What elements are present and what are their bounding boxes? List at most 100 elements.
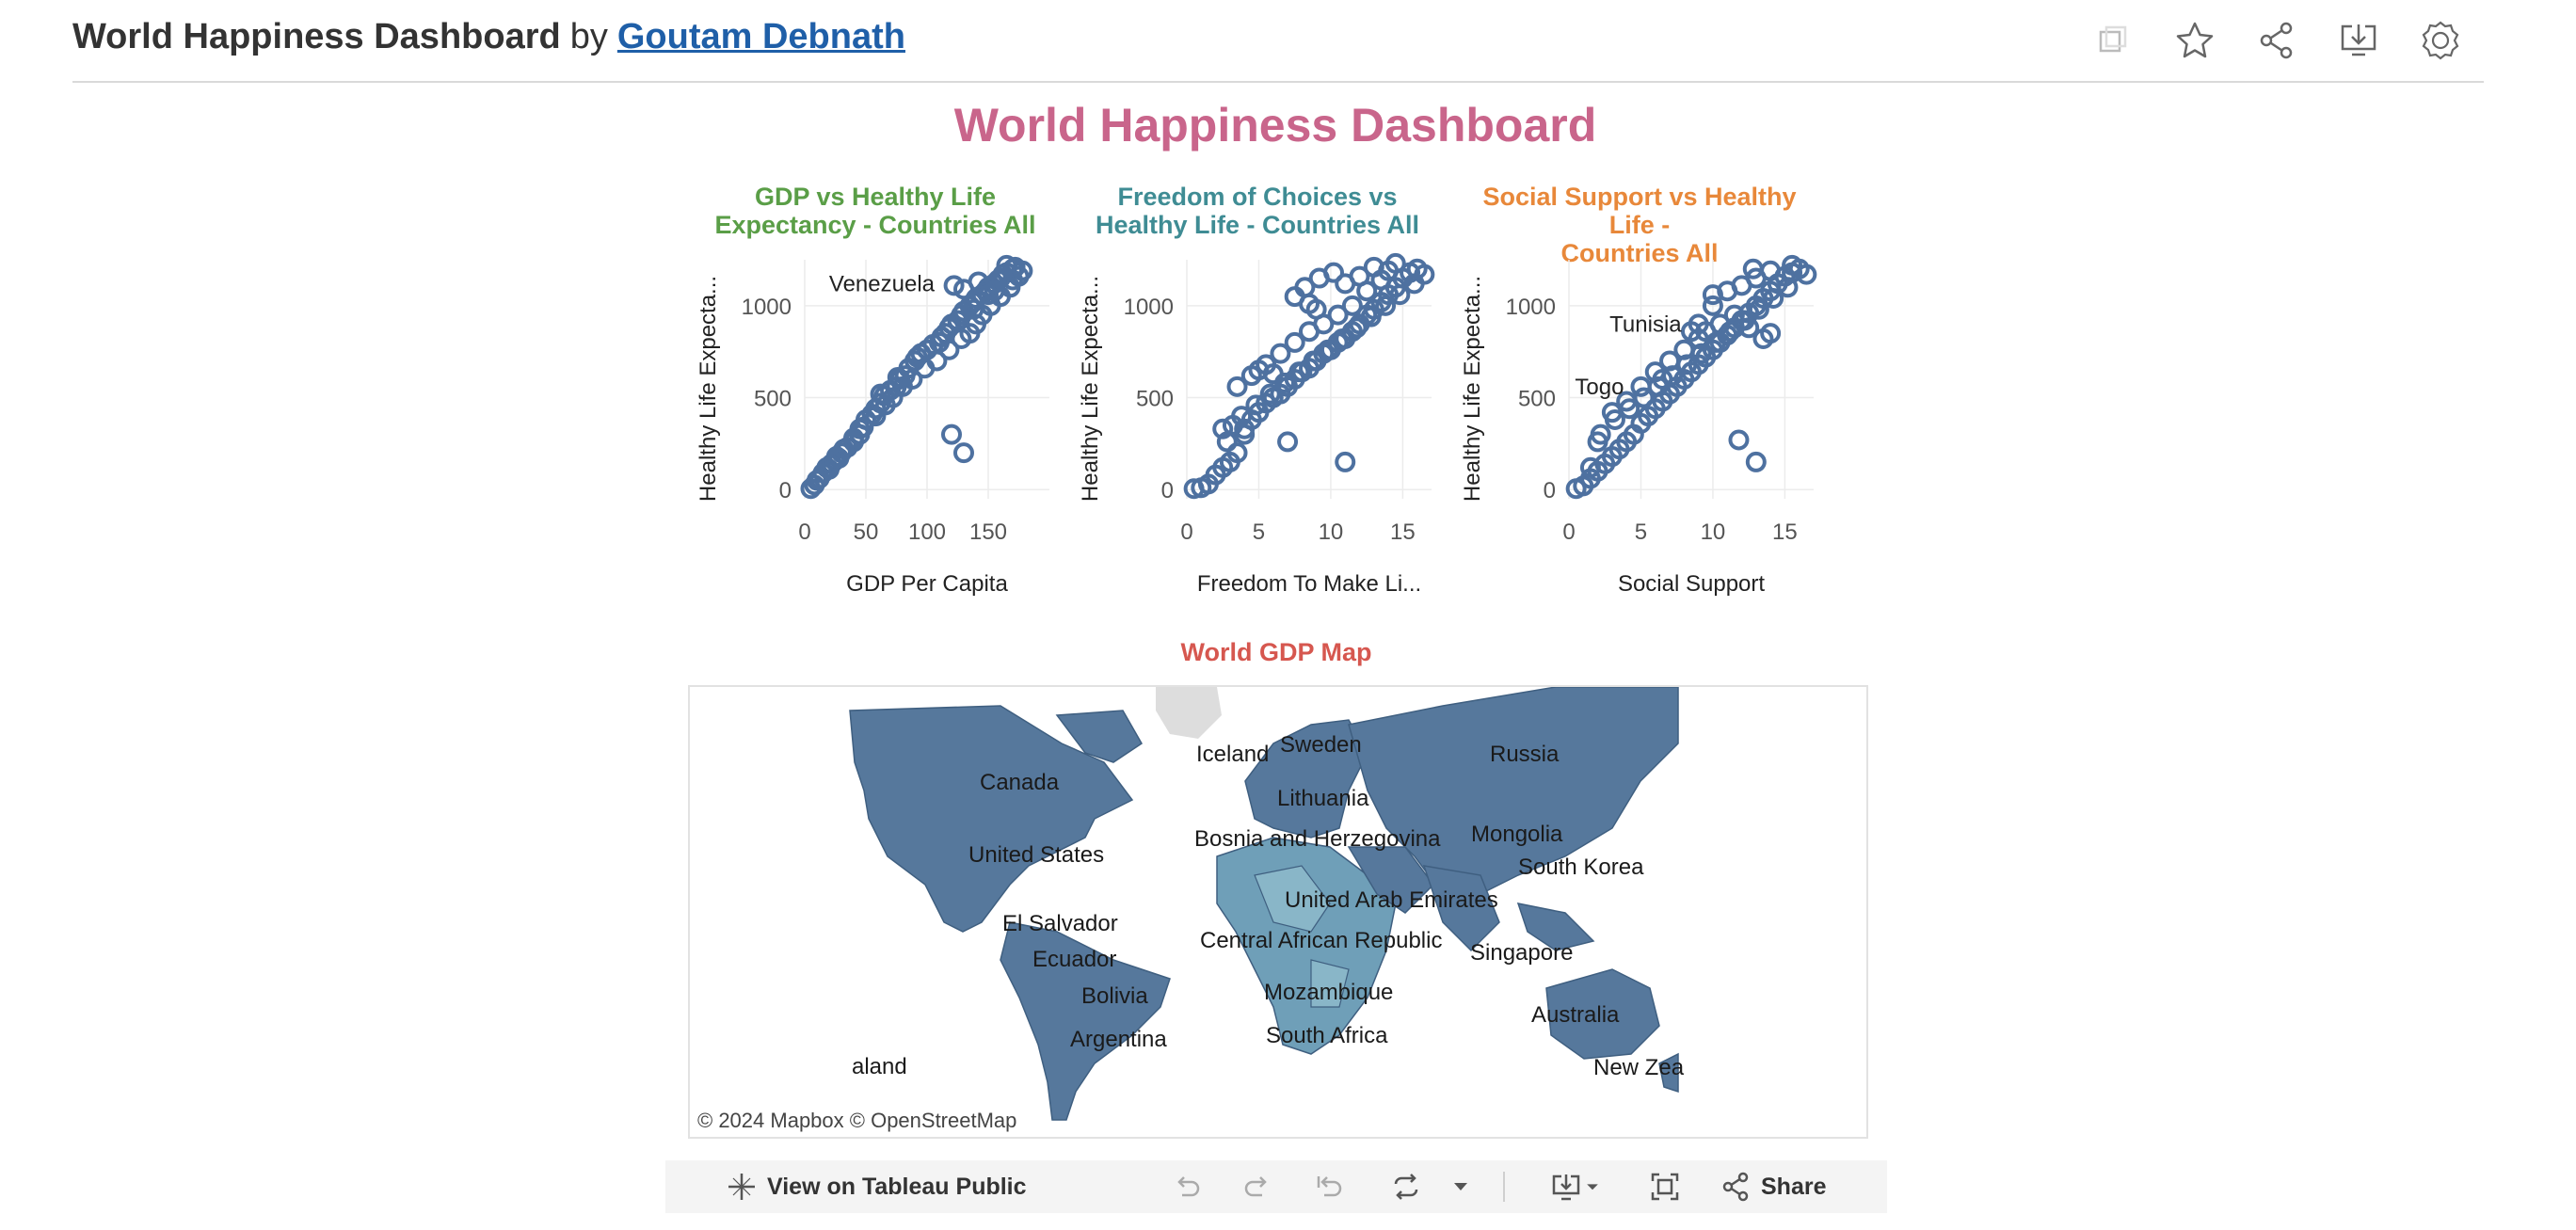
dropdown-arrow-icon	[1587, 1184, 1598, 1190]
data-point	[1709, 313, 1731, 335]
data-point	[963, 298, 984, 320]
y-tick-label: 1000	[1506, 295, 1556, 320]
data-point	[943, 275, 965, 296]
data-point	[887, 367, 908, 389]
download-icon[interactable]	[2337, 19, 2380, 62]
x-tick-label: 0	[1562, 519, 1575, 545]
data-point	[1760, 323, 1782, 344]
refresh-icon[interactable]	[1390, 1160, 1422, 1213]
x-tick-label: 5	[1253, 519, 1265, 545]
download-icon[interactable]	[1550, 1160, 1603, 1213]
badge-icon[interactable]	[2419, 19, 2462, 62]
data-point	[1403, 273, 1425, 295]
point-annotation: Venezuela	[829, 271, 936, 296]
copy-icon[interactable]	[2091, 19, 2135, 62]
data-point	[1299, 321, 1320, 343]
data-point	[1360, 306, 1382, 327]
y-tick-label: 1000	[742, 295, 792, 320]
scatter-chart: 0 500 1000 0 5 10 15 Social Support Healthy Life…	[1460, 254, 1817, 597]
point-annotation: Togo	[1575, 375, 1624, 400]
data-point	[1748, 298, 1769, 320]
data-point	[1317, 339, 1338, 360]
viz-title: World Happiness Dashboard	[72, 17, 561, 56]
data-point	[1702, 284, 1723, 306]
toolbar-divider	[1503, 1172, 1505, 1202]
data-point	[1332, 328, 1353, 350]
scatter-chart: 0 500 1000 0 50 100 150 GDP Per Capita Healthy L…	[696, 254, 1049, 597]
data-point	[941, 423, 962, 445]
data-point	[1763, 288, 1784, 310]
data-point	[807, 470, 827, 491]
land-north-america	[849, 705, 1134, 933]
y-tick-label: 500	[1518, 387, 1556, 412]
star-icon[interactable]	[2173, 19, 2216, 62]
data-point	[1796, 264, 1817, 285]
author-link[interactable]: Goutam Debnath	[616, 17, 905, 56]
map-country-label: Iceland	[1196, 742, 1270, 767]
x-tick-label: 5	[1635, 519, 1647, 545]
data-point	[1346, 317, 1368, 339]
y-axis-label: Healthy Life Expecta...	[1078, 276, 1103, 502]
data-point	[1681, 321, 1702, 343]
map-country-label: New Zea	[1593, 1055, 1685, 1080]
data-point	[1723, 304, 1745, 326]
data-point	[1782, 254, 1803, 276]
share-icon[interactable]	[2255, 19, 2298, 62]
land-asia	[1348, 687, 1679, 895]
data-point	[1288, 361, 1310, 383]
x-tick-label: 0	[1180, 519, 1192, 545]
data-point	[984, 280, 1005, 302]
tableau-toolbar: View on Tableau Public Share	[665, 1160, 1887, 1213]
share-label: Share	[1761, 1173, 1827, 1200]
data-point	[1002, 269, 1023, 291]
land-south-america	[1000, 921, 1171, 1121]
map-country-label: Bolivia	[1081, 983, 1148, 1009]
y-axis-label: Healthy Life Expecta...	[696, 276, 721, 502]
map-country-label: Ecuador	[1032, 947, 1117, 972]
view-on-tableau-button[interactable]: View on Tableau Public	[726, 1160, 1027, 1213]
data-point	[1579, 456, 1601, 478]
pause-icon[interactable]	[1445, 1160, 1477, 1213]
tableau-logo-icon	[728, 1174, 755, 1200]
map-shapes	[849, 687, 1679, 1121]
fullscreen-icon[interactable]	[1649, 1160, 1681, 1213]
data-point	[1659, 350, 1681, 372]
share-icon	[1722, 1172, 1749, 1202]
data-point	[1226, 442, 1248, 464]
data-point	[1231, 406, 1253, 427]
data-point	[1742, 258, 1764, 280]
chart-title-social: Social Support vs Healthy Life - Countri…	[1461, 183, 1818, 267]
map-country-label: Russia	[1490, 742, 1560, 767]
y-tick-label: 500	[1136, 387, 1174, 412]
view-on-tableau-label: View on Tableau Public	[767, 1173, 1027, 1200]
redo-icon[interactable]	[1241, 1160, 1273, 1213]
data-point	[1745, 451, 1767, 472]
data-point	[1370, 269, 1392, 291]
data-point	[870, 383, 891, 405]
map-country-label: Mongolia	[1471, 822, 1563, 847]
map-attribution[interactable]: © 2024 Mapbox © OpenStreetMap	[697, 1109, 1017, 1132]
map-country-label: Australia	[1531, 1002, 1620, 1028]
data-point	[1212, 418, 1234, 439]
data-point	[1327, 304, 1349, 326]
world-map[interactable]: Iceland Sweden Russia Canada Lithuania Mongol…	[688, 685, 1868, 1139]
scatter-chart: 0 500 1000 0 5 10 15 Freedom To Make Li... Healt…	[1078, 252, 1435, 597]
data-point	[1389, 284, 1411, 306]
data-point	[1259, 383, 1281, 405]
share-button[interactable]: Share	[1720, 1160, 1826, 1213]
chart-title-line: Freedom of Choices vs	[1117, 183, 1398, 211]
data-point	[1738, 317, 1760, 339]
data-point	[1341, 295, 1363, 316]
land-australia	[1545, 968, 1660, 1060]
revert-icon[interactable]	[1313, 1160, 1345, 1213]
x-tick-label: 0	[798, 519, 810, 545]
undo-icon[interactable]	[1171, 1160, 1203, 1213]
data-point	[1384, 252, 1406, 274]
data-point	[1226, 375, 1248, 397]
map-country-label: United States	[968, 842, 1105, 868]
map-country-label: Mozambique	[1264, 980, 1394, 1005]
viz-title-line: World Happiness Dashboard by Goutam Debnat…	[72, 17, 905, 57]
chart-title-freedom: Freedom of Choices vs Healthy Life - Cou…	[1079, 183, 1436, 239]
data-point	[1630, 375, 1652, 397]
